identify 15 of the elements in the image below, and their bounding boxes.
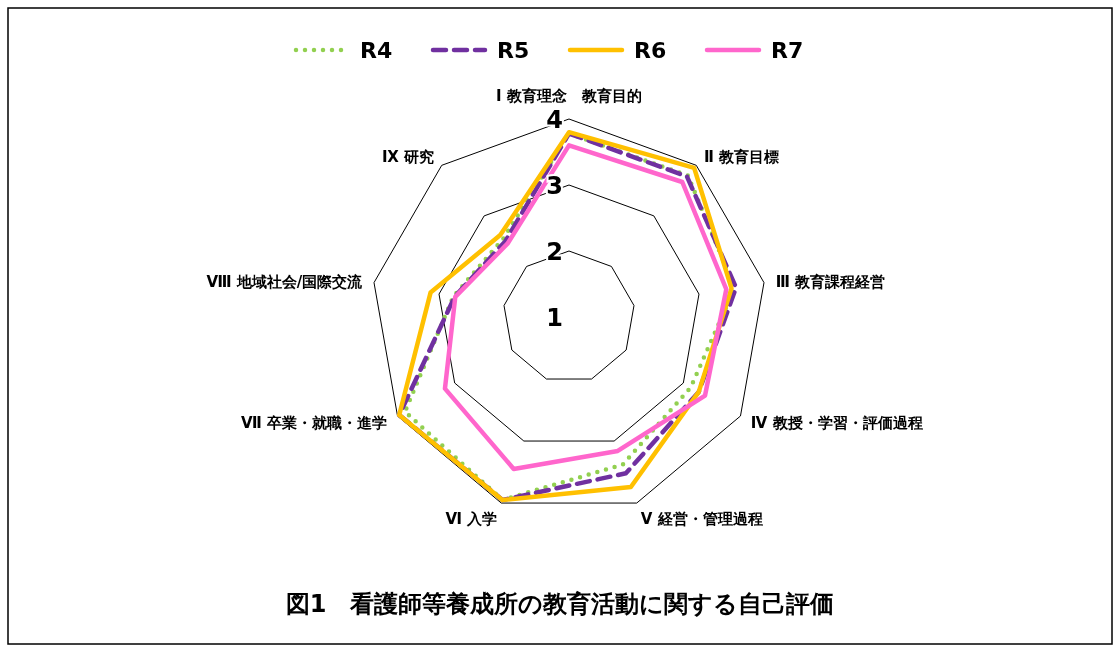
- spoke-label: Ⅳ 教授・学習・評価過程: [750, 414, 923, 432]
- spoke-label: Ⅷ 地域社会/国際交流: [206, 272, 364, 291]
- spoke-label: Ⅶ 卒業・就職・進学: [241, 414, 388, 432]
- spoke-label: Ⅸ 研究: [381, 148, 435, 167]
- legend-label: R5: [497, 38, 530, 63]
- text: 図1 看護師等養成所の教育活動に関する自己評価: [285, 590, 835, 618]
- legend-label: R6: [634, 38, 667, 63]
- y-tick-label: 1: [546, 304, 563, 332]
- spoke-label: Ⅱ 教育目標: [703, 148, 780, 167]
- legend-label: R4: [360, 38, 393, 63]
- spoke-label: Ⅴ 経営・管理過程: [640, 510, 763, 529]
- spoke-label: Ⅵ 入学: [445, 510, 498, 529]
- spoke-label: Ⅰ 教育理念 教育目的: [496, 87, 642, 105]
- spoke-label: Ⅲ 教育課程経営: [775, 272, 886, 291]
- legend-label: R7: [771, 38, 804, 63]
